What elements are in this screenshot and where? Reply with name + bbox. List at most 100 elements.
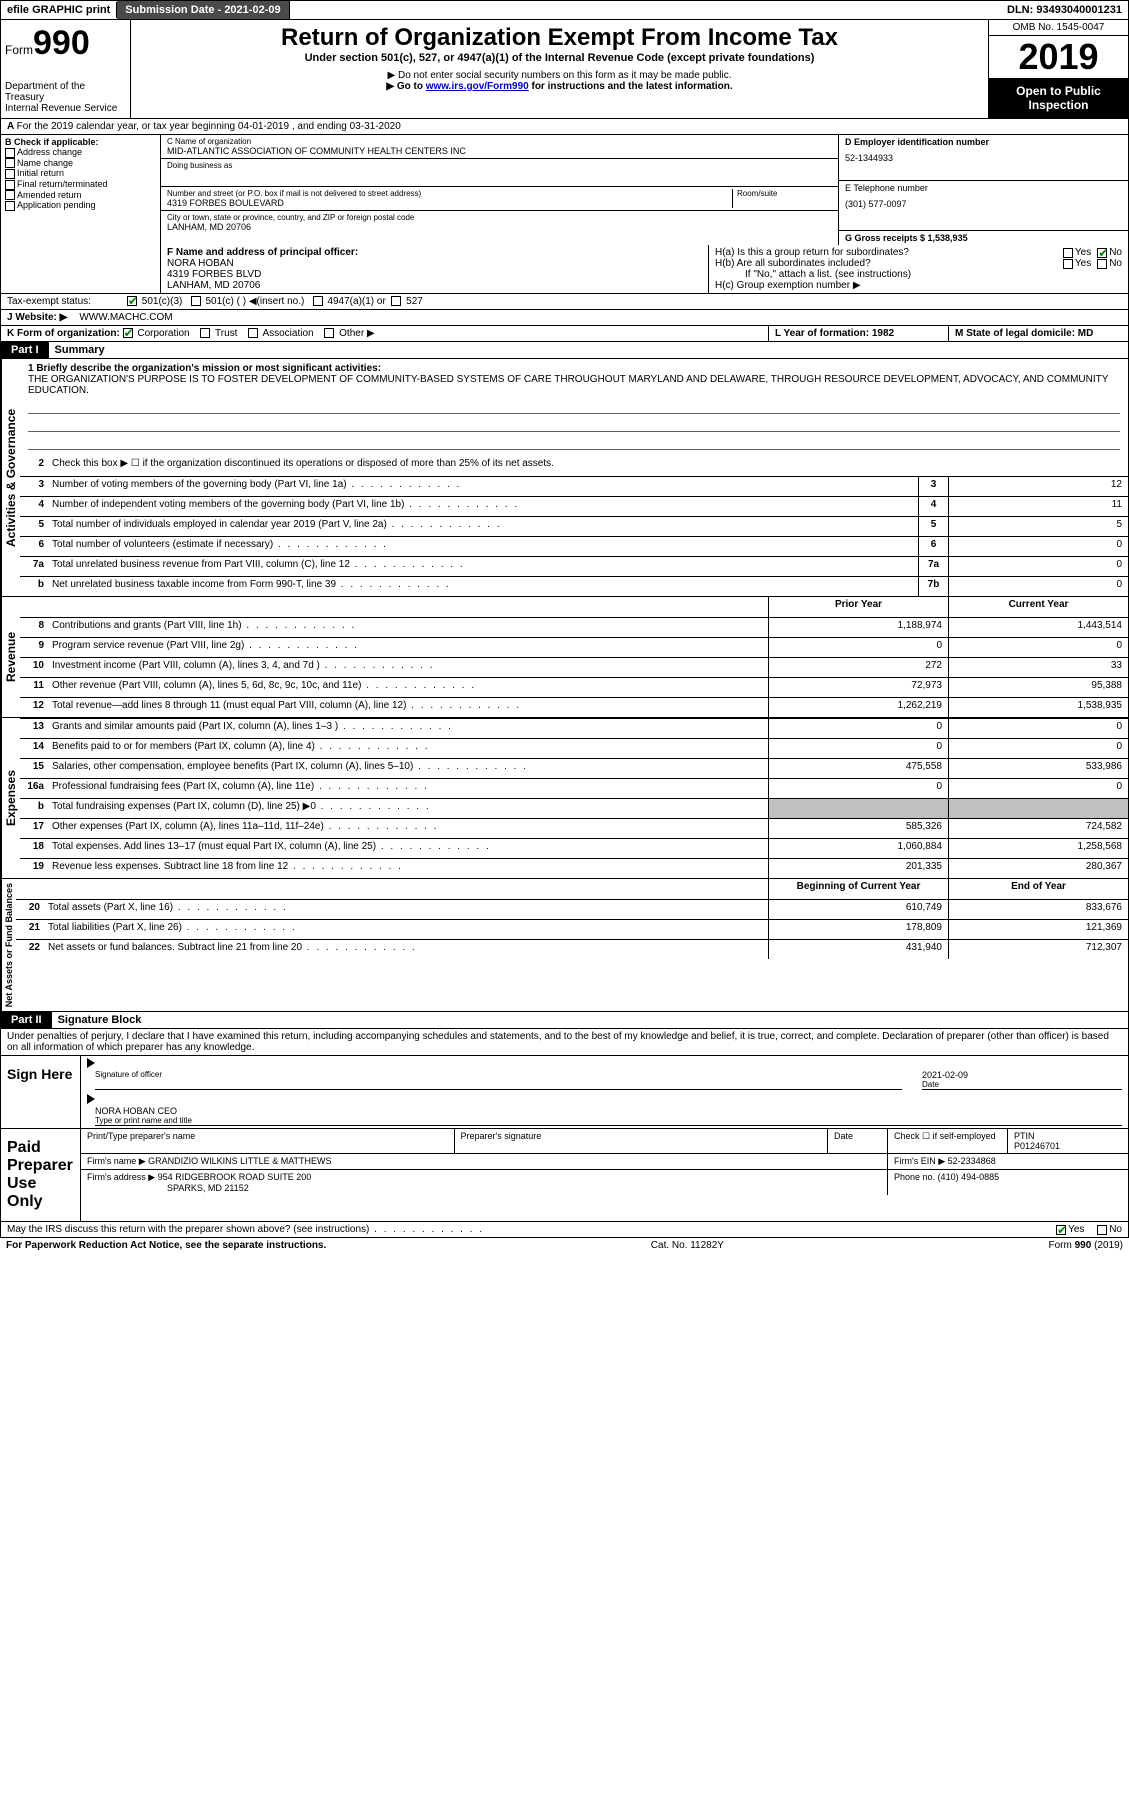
website-value: WWW.MACHC.COM [73, 310, 178, 325]
vlabel-netassets: Net Assets or Fund Balances [1, 879, 16, 1011]
firm-ein: 52-2334868 [948, 1156, 996, 1166]
org-address: 4319 FORBES BOULEVARD [167, 198, 732, 208]
row-tax-exempt: Tax-exempt status: 501(c)(3) 501(c) ( ) … [0, 294, 1129, 310]
netassets-section: Net Assets or Fund Balances Beginning of… [0, 879, 1129, 1012]
cb-527[interactable] [391, 296, 401, 306]
activity-row: 6Total number of volunteers (estimate if… [20, 536, 1128, 556]
tax-exempt-label: Tax-exempt status: [1, 294, 121, 309]
section-bcd: B Check if applicable: Address change Na… [0, 135, 1129, 245]
cb-trust[interactable] [200, 328, 210, 338]
org-name-label: C Name of organization [167, 137, 832, 146]
cb-amended-return[interactable]: Amended return [5, 190, 156, 201]
firm-addr1: 954 RIDGEBROOK ROAD SUITE 200 [158, 1172, 312, 1182]
ha-no-cb[interactable] [1097, 248, 1107, 258]
discuss-yes-cb[interactable] [1056, 1225, 1066, 1235]
arrow-icon [87, 1058, 95, 1068]
cb-initial-return[interactable]: Initial return [5, 168, 156, 179]
row-a-tax-year: A For the 2019 calendar year, or tax yea… [0, 119, 1129, 135]
phone-value: (301) 577-0097 [845, 199, 1122, 209]
officer-addr2: LANHAM, MD 20706 [167, 280, 702, 291]
prior-year-head: Prior Year [768, 597, 948, 617]
hb-note: If "No," attach a list. (see instruction… [715, 269, 1122, 280]
firm-name: GRANDIZIO WILKINS LITTLE & MATTHEWS [148, 1156, 331, 1166]
activity-row: 3Number of voting members of the governi… [20, 476, 1128, 496]
line-row: 14Benefits paid to or for members (Part … [20, 738, 1128, 758]
page-footer: For Paperwork Reduction Act Notice, see … [0, 1238, 1129, 1253]
ha-yes-cb[interactable] [1063, 248, 1073, 258]
cb-501c3[interactable] [127, 296, 137, 306]
phone-label: E Telephone number [845, 183, 1122, 193]
officer-addr1: 4319 FORBES BLVD [167, 269, 702, 280]
paid-preparer-label: Paid Preparer Use Only [1, 1129, 81, 1221]
ein-value: 52-1344933 [845, 153, 1122, 163]
firm-phone-label: Phone no. [894, 1172, 935, 1182]
state-domicile: M State of legal domicile: MD [948, 326, 1128, 341]
line-row: 9Program service revenue (Part VIII, lin… [20, 637, 1128, 657]
arrow-icon [87, 1094, 95, 1104]
row-klm: K Form of organization: Corporation Trus… [0, 326, 1129, 342]
note-link: ▶ Go to www.irs.gov/Form990 for instruct… [135, 81, 984, 92]
submission-date-button[interactable]: Submission Date - 2021-02-09 [117, 1, 289, 19]
dept-treasury: Department of the Treasury [5, 81, 126, 103]
tax-year: 2019 [989, 36, 1128, 78]
part1-num: Part I [1, 342, 49, 358]
discuss-no-cb[interactable] [1097, 1225, 1107, 1235]
hb-label: H(b) Are all subordinates included? [715, 258, 1063, 269]
activity-row: 7aTotal unrelated business revenue from … [20, 556, 1128, 576]
dln-label: DLN: 93493040001231 [1001, 2, 1128, 18]
firm-addr-label: Firm's address ▶ [87, 1172, 155, 1182]
form-org-label: K Form of organization: [7, 328, 120, 339]
firm-ein-label: Firm's EIN ▶ [894, 1156, 945, 1166]
check-b-label: B Check if applicable: [5, 137, 156, 147]
line-row: 12Total revenue—add lines 8 through 11 (… [20, 697, 1128, 717]
mission-text: THE ORGANIZATION'S PURPOSE IS TO FOSTER … [28, 374, 1120, 396]
expenses-section: Expenses 13Grants and similar amounts pa… [0, 718, 1129, 879]
end-year-head: End of Year [948, 879, 1128, 899]
omb-number: OMB No. 1545-0047 [989, 20, 1128, 36]
cb-final-return[interactable]: Final return/terminated [5, 179, 156, 190]
part2-title: Signature Block [58, 1014, 142, 1026]
dba-label: Doing business as [167, 161, 832, 170]
cb-501c[interactable] [191, 296, 201, 306]
footer-mid: Cat. No. 11282Y [651, 1240, 724, 1251]
cb-name-change[interactable]: Name change [5, 158, 156, 169]
line-row: 13Grants and similar amounts paid (Part … [20, 718, 1128, 738]
form-title: Return of Organization Exempt From Incom… [135, 24, 984, 52]
signature-field[interactable]: Signature of officer [95, 1058, 902, 1090]
preparer-sig-head: Preparer's signature [455, 1129, 829, 1153]
form-subtitle: Under section 501(c), 527, or 4947(a)(1)… [135, 52, 984, 64]
name-title-field: NORA HOBAN CEO Type or print name and ti… [95, 1094, 1122, 1126]
line-row: 22Net assets or fund balances. Subtract … [16, 939, 1128, 959]
hc-label: H(c) Group exemption number ▶ [715, 280, 1122, 291]
firm-name-label: Firm's name ▶ [87, 1156, 146, 1166]
line-row: 11Other revenue (Part VIII, column (A), … [20, 677, 1128, 697]
cb-other[interactable] [324, 328, 334, 338]
cb-address-change[interactable]: Address change [5, 147, 156, 158]
hb-yes-cb[interactable] [1063, 259, 1073, 269]
ha-label: H(a) Is this a group return for subordin… [715, 247, 1063, 258]
declaration-text: Under penalties of perjury, I declare th… [0, 1029, 1129, 1056]
cb-assoc[interactable] [248, 328, 258, 338]
begin-year-head: Beginning of Current Year [768, 879, 948, 899]
website-label: J Website: ▶ [1, 310, 73, 325]
current-year-head: Current Year [948, 597, 1128, 617]
hb-no-cb[interactable] [1097, 259, 1107, 269]
note-ssn: ▶ Do not enter social security numbers o… [135, 70, 984, 81]
line-row: 21Total liabilities (Part X, line 26)178… [16, 919, 1128, 939]
cb-corp[interactable] [123, 328, 133, 338]
irs-link[interactable]: www.irs.gov/Form990 [426, 81, 529, 92]
cb-application-pending[interactable]: Application pending [5, 200, 156, 211]
addr-label: Number and street (or P.O. box if mail i… [167, 189, 732, 198]
activity-row: 4Number of independent voting members of… [20, 496, 1128, 516]
line-row: 19Revenue less expenses. Subtract line 1… [20, 858, 1128, 878]
discuss-question: May the IRS discuss this return with the… [1, 1222, 1050, 1237]
line-row: 16aProfessional fundraising fees (Part I… [20, 778, 1128, 798]
line-row: 10Investment income (Part VIII, column (… [20, 657, 1128, 677]
line-row: bTotal fundraising expenses (Part IX, co… [20, 798, 1128, 818]
mission-label: 1 Briefly describe the organization's mi… [28, 363, 1120, 374]
ein-label: D Employer identification number [845, 137, 1122, 147]
sign-here-label: Sign Here [1, 1056, 81, 1128]
org-name: MID-ATLANTIC ASSOCIATION OF COMMUNITY HE… [167, 146, 832, 156]
preparer-date-head: Date [828, 1129, 888, 1153]
cb-4947[interactable] [313, 296, 323, 306]
